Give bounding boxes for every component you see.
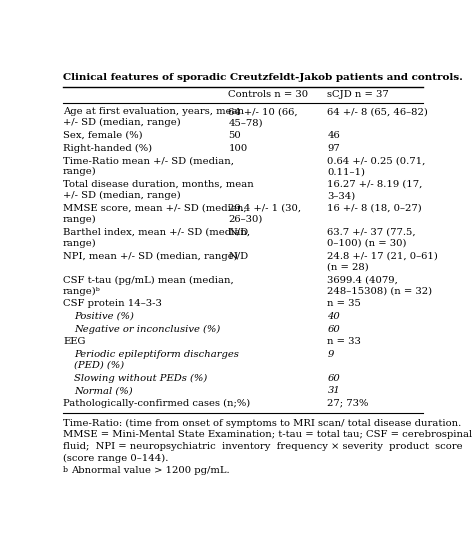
Text: n = 35: n = 35: [328, 299, 361, 309]
Text: sCJD n = 37: sCJD n = 37: [328, 90, 389, 99]
Text: 46: 46: [328, 131, 340, 140]
Text: 3699.4 (4079,
248–15308) (n = 32): 3699.4 (4079, 248–15308) (n = 32): [328, 276, 433, 296]
Text: Abnormal value > 1200 pg/mL.: Abnormal value > 1200 pg/mL.: [71, 466, 229, 475]
Text: Periodic epileptiform discharges
(PED) (%): Periodic epileptiform discharges (PED) (…: [74, 350, 239, 370]
Text: MMSE score, mean +/- SD (median,
range): MMSE score, mean +/- SD (median, range): [63, 204, 246, 224]
Text: 60: 60: [328, 374, 340, 383]
Text: fluid;  NPI = neuropsychiatric  inventory  frequency × severity  product  score: fluid; NPI = neuropsychiatric inventory …: [63, 442, 463, 451]
Text: Total disease duration, months, mean
+/- SD (median, range): Total disease duration, months, mean +/-…: [63, 180, 254, 200]
Text: 63.7 +/- 37 (77.5,
0–100) (n = 30): 63.7 +/- 37 (77.5, 0–100) (n = 30): [328, 228, 416, 248]
Text: N/D: N/D: [228, 252, 248, 261]
Text: (score range 0–144).: (score range 0–144).: [63, 454, 168, 463]
Text: 50: 50: [228, 131, 241, 140]
Text: n = 33: n = 33: [328, 337, 361, 346]
Text: 9: 9: [328, 350, 334, 359]
Text: N/D: N/D: [228, 228, 248, 237]
Text: 0.64 +/- 0.25 (0.71,
0.11–1): 0.64 +/- 0.25 (0.71, 0.11–1): [328, 156, 426, 176]
Text: Controls n = 30: Controls n = 30: [228, 90, 309, 99]
Text: NPI, mean +/- SD (median, range): NPI, mean +/- SD (median, range): [63, 252, 237, 261]
Text: MMSE = Mini-Mental State Examination; t-tau = total tau; CSF = cerebrospinal: MMSE = Mini-Mental State Examination; t-…: [63, 430, 472, 439]
Text: Pathologically-confirmed cases (n;%): Pathologically-confirmed cases (n;%): [63, 399, 250, 408]
Text: Time-Ratio: (time from onset of symptoms to MRI scan/ total disease duration.: Time-Ratio: (time from onset of symptoms…: [63, 419, 461, 427]
Text: 16 +/- 8 (18, 0–27): 16 +/- 8 (18, 0–27): [328, 204, 422, 213]
Text: Barthel index, mean +/- SD (median,
range): Barthel index, mean +/- SD (median, rang…: [63, 228, 250, 248]
Text: 60: 60: [328, 324, 340, 334]
Text: 29.4 +/- 1 (30,
26–30): 29.4 +/- 1 (30, 26–30): [228, 204, 301, 224]
Text: Sex, female (%): Sex, female (%): [63, 131, 143, 140]
Text: 40: 40: [328, 312, 340, 321]
Text: 16.27 +/- 8.19 (17,
3–34): 16.27 +/- 8.19 (17, 3–34): [328, 180, 423, 200]
Text: 64 +/- 8 (65, 46–82): 64 +/- 8 (65, 46–82): [328, 107, 428, 116]
Text: EEG: EEG: [63, 337, 85, 346]
Text: 100: 100: [228, 144, 247, 152]
Text: Positive (%): Positive (%): [74, 312, 134, 321]
Text: 27; 73%: 27; 73%: [328, 399, 369, 408]
Text: Negative or inconclusive (%): Negative or inconclusive (%): [74, 324, 220, 334]
Text: Slowing without PEDs (%): Slowing without PEDs (%): [74, 374, 207, 383]
Text: CSF protein 14–3-3: CSF protein 14–3-3: [63, 299, 162, 309]
Text: 24.8 +/- 17 (21, 0–61)
(n = 28): 24.8 +/- 17 (21, 0–61) (n = 28): [328, 252, 438, 272]
Text: Age at first evaluation, years, mean
+/- SD (median, range): Age at first evaluation, years, mean +/-…: [63, 107, 244, 127]
Text: 31: 31: [328, 386, 340, 395]
Text: CSF t-tau (pg/mL) mean (median,
range)ᵇ: CSF t-tau (pg/mL) mean (median, range)ᵇ: [63, 276, 234, 296]
Text: Normal (%): Normal (%): [74, 386, 133, 395]
Text: b: b: [63, 466, 68, 474]
Text: Right-handed (%): Right-handed (%): [63, 144, 152, 153]
Text: Time-Ratio mean +/- SD (median,
range): Time-Ratio mean +/- SD (median, range): [63, 156, 234, 176]
Text: 97: 97: [328, 144, 340, 152]
Text: Clinical features of sporadic Creutzfeldt-Jakob patients and controls.: Clinical features of sporadic Creutzfeld…: [63, 73, 463, 82]
Text: 64 +/- 10 (66,
45–78): 64 +/- 10 (66, 45–78): [228, 107, 298, 127]
